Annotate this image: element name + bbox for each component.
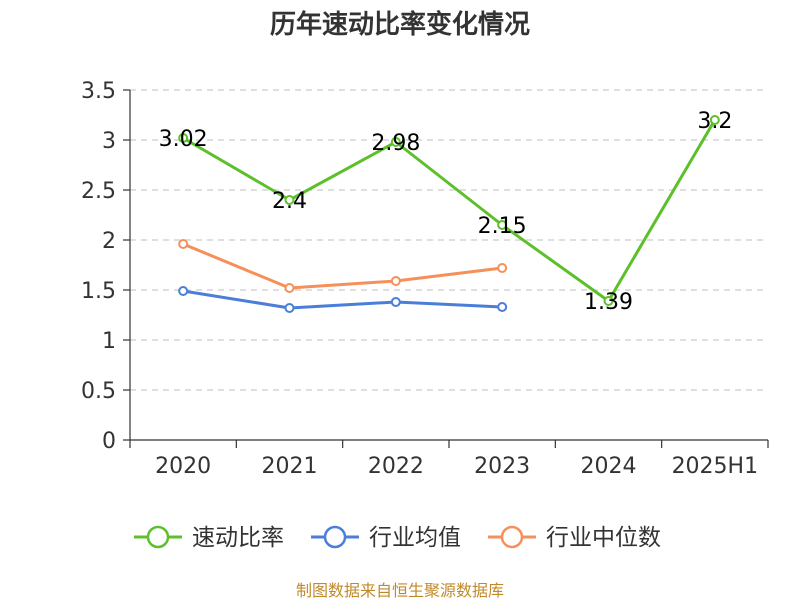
data-point [497, 302, 508, 312]
legend-label: 速动比率 [192, 525, 284, 551]
series-line [182, 242, 503, 290]
series-line [182, 289, 503, 310]
series-2 [178, 239, 508, 293]
legend-label: 行业中位数 [546, 525, 661, 551]
data-point [284, 303, 295, 313]
data-point [284, 195, 295, 205]
data-point [390, 297, 401, 307]
x-tick-label: 2024 [581, 454, 637, 479]
data-label: 2.15 [478, 214, 527, 239]
data-label: 2.98 [371, 131, 420, 156]
axes: 0 0.5 1 1.5 2 2.5 3 3.5 2020 2021 2022 2023 2024 2025… [81, 79, 769, 479]
data-point [497, 263, 508, 273]
x-tick-label: 2021 [262, 454, 318, 479]
legend: 速动比率 行业均值 行业中位数 [134, 525, 661, 551]
x-tick-label: 2022 [368, 454, 424, 479]
data-point [390, 137, 401, 147]
legend-item: 行业均值 [311, 525, 461, 551]
y-tick-label: 1 [102, 329, 116, 354]
series-layer [178, 115, 720, 313]
data-point [709, 115, 720, 125]
series-1 [178, 286, 508, 313]
chart-title: 历年速动比率变化情况 [270, 9, 530, 40]
y-tick-label: 2 [102, 229, 116, 254]
data-point [284, 283, 295, 293]
series-0 [178, 115, 720, 306]
data-label: 2.4 [272, 189, 307, 214]
data-label: 3.02 [159, 127, 208, 152]
legend-marker [146, 525, 170, 549]
data-point [178, 133, 189, 143]
legend-item: 速动比率 [134, 525, 284, 551]
source-note: 制图数据来自恒生聚源数据库 [296, 581, 504, 600]
data-point [178, 239, 189, 249]
series-line [182, 119, 717, 303]
data-point [178, 286, 189, 296]
data-label: 1.39 [584, 290, 633, 315]
legend-marker [500, 525, 524, 549]
x-tick-label: 2025H1 [672, 454, 759, 479]
y-tick-label: 0.5 [81, 379, 116, 404]
data-labels: 3.02 2.4 2.98 2.15 1.39 3.2 [159, 109, 733, 315]
data-point [603, 296, 614, 306]
grid [130, 89, 768, 391]
y-tick-label: 1.5 [81, 279, 116, 304]
data-point [390, 276, 401, 286]
data-point [497, 220, 508, 230]
legend-label: 行业均值 [369, 525, 461, 551]
y-tick-label: 3 [102, 129, 116, 154]
y-tick-label: 3.5 [81, 79, 116, 104]
legend-item: 行业中位数 [488, 525, 661, 551]
y-tick-label: 0 [102, 429, 116, 454]
x-tick-label: 2020 [155, 454, 211, 479]
data-label: 3.2 [697, 109, 732, 134]
legend-marker [323, 525, 347, 549]
y-tick-label: 2.5 [81, 179, 116, 204]
x-tick-label: 2023 [474, 454, 530, 479]
